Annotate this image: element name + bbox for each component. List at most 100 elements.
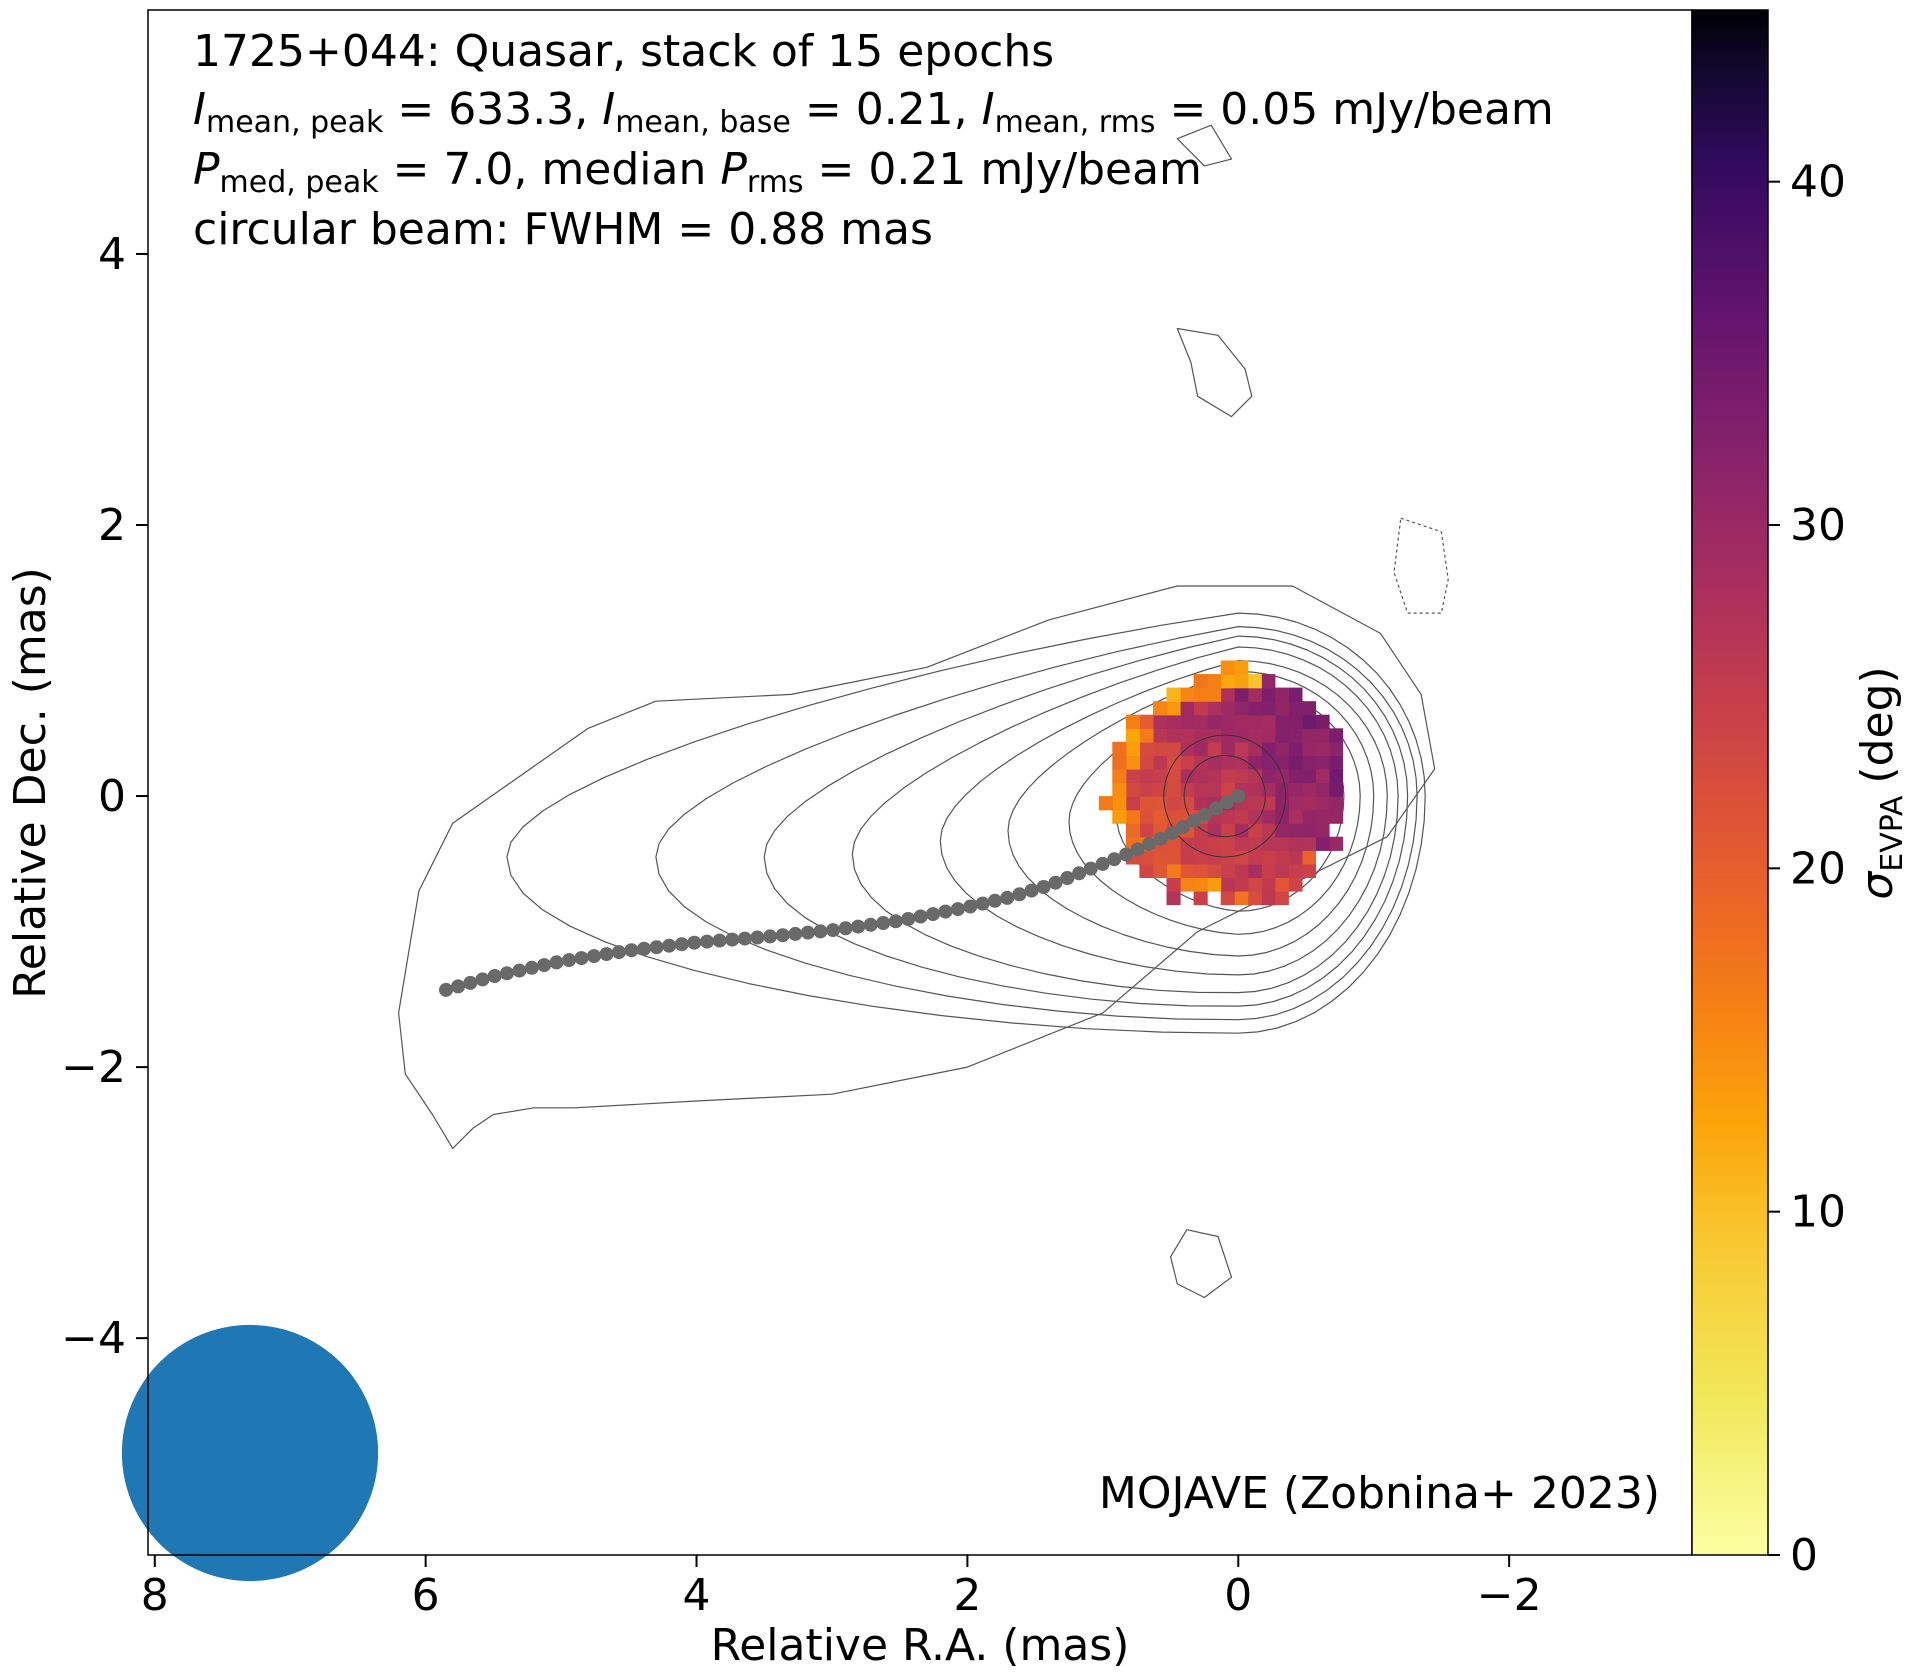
polarization-pixel bbox=[1180, 877, 1195, 892]
polarization-pixel bbox=[1247, 674, 1262, 689]
contour-line bbox=[851, 646, 1399, 994]
polarization-pixel bbox=[1153, 850, 1168, 865]
contour-line bbox=[1176, 124, 1233, 167]
contour-line bbox=[1393, 517, 1449, 614]
polarization-pixel bbox=[1125, 755, 1140, 770]
x-tick-label: 6 bbox=[412, 1570, 440, 1621]
polarization-pixel bbox=[1261, 890, 1276, 906]
polarization-pixel bbox=[1180, 796, 1195, 811]
polarization-pixel bbox=[1220, 877, 1235, 892]
polarization-pixel bbox=[1139, 823, 1154, 838]
ridge-point bbox=[826, 923, 840, 938]
ridge-point bbox=[512, 963, 527, 978]
ridge-point bbox=[1130, 842, 1145, 857]
polarization-pixel bbox=[1274, 714, 1289, 729]
polarization-pixel bbox=[1288, 701, 1303, 716]
ridge-point bbox=[439, 982, 453, 997]
polarization-pixel bbox=[1288, 741, 1303, 756]
ridge-point bbox=[1220, 795, 1235, 810]
polarization-pixel bbox=[1220, 782, 1235, 797]
polarization-pixel bbox=[1301, 863, 1316, 878]
polarization-pixel bbox=[1153, 741, 1168, 756]
ridge-point bbox=[574, 951, 589, 966]
polarization-pixel bbox=[1288, 863, 1303, 878]
polarization-pixel bbox=[1166, 701, 1181, 716]
polarization-pixel bbox=[1301, 796, 1316, 811]
polarization-pixel bbox=[1329, 755, 1344, 770]
polarization-pixel bbox=[1288, 796, 1303, 811]
polarization-pixel bbox=[1193, 714, 1208, 729]
colorbar bbox=[1691, 9, 1769, 1556]
ridge-point bbox=[1083, 861, 1098, 876]
x-axis-ticks: 8 6 4 2 0 −2 bbox=[141, 1555, 1542, 1621]
polarization-pixel bbox=[1166, 836, 1181, 851]
polarization-pixel bbox=[1153, 768, 1168, 784]
polarization-pixel bbox=[1247, 755, 1262, 770]
ridge-point bbox=[475, 972, 490, 987]
polarization-pixel bbox=[1234, 714, 1249, 729]
polarization-pixel bbox=[1125, 809, 1140, 824]
polarization-pixel bbox=[1180, 714, 1195, 729]
ridge-point bbox=[599, 947, 614, 962]
polarization-pixel bbox=[1315, 714, 1330, 729]
polarization-pixel bbox=[1139, 728, 1154, 743]
polarization-pixel bbox=[1288, 782, 1303, 797]
polarization-pixel bbox=[1112, 796, 1127, 811]
polarization-pixel bbox=[1207, 850, 1222, 865]
polarization-pixel bbox=[1193, 687, 1208, 702]
polarization-pixel bbox=[1274, 755, 1289, 770]
ridge-point bbox=[549, 955, 564, 970]
polarization-pixel bbox=[1315, 809, 1330, 824]
ridge-point bbox=[763, 929, 778, 944]
credit-label: MOJAVE (Zobnina+ 2023) bbox=[1098, 1468, 1660, 1519]
ridge-point bbox=[1187, 813, 1202, 828]
polarization-pixel bbox=[1234, 809, 1249, 824]
polarization-pixel bbox=[1193, 836, 1208, 851]
ridge-point bbox=[1048, 875, 1063, 890]
ridge-point bbox=[800, 925, 815, 940]
y-tick-label: −4 bbox=[61, 1313, 126, 1364]
polarization-pixel bbox=[1207, 836, 1222, 851]
polarization-pixel bbox=[1125, 768, 1140, 784]
polarization-pixel bbox=[1274, 796, 1289, 811]
polarization-pixel bbox=[1234, 741, 1249, 756]
ridge-point bbox=[674, 937, 689, 952]
polarization-pixel bbox=[1247, 728, 1262, 743]
polarization-pixel bbox=[1247, 890, 1262, 906]
polarization-pixel bbox=[1139, 809, 1154, 824]
polarization-pixel bbox=[1166, 877, 1181, 892]
polarization-pixel bbox=[1207, 863, 1222, 878]
polarization-pixel bbox=[1247, 782, 1262, 797]
polarization-pixel bbox=[1193, 877, 1208, 892]
polarization-pixel bbox=[1288, 809, 1303, 824]
polarization-pixel bbox=[1139, 741, 1154, 756]
ridge-point bbox=[637, 941, 652, 956]
polarization-pixel bbox=[1125, 796, 1140, 811]
polarization-pixel bbox=[1329, 836, 1344, 851]
ridge-point bbox=[487, 969, 502, 983]
polarization-pixel bbox=[1234, 660, 1249, 675]
polarization-pixel bbox=[1166, 890, 1181, 906]
ridge-point bbox=[1036, 880, 1051, 894]
ridge-point bbox=[1142, 837, 1157, 851]
polarization-pixel bbox=[1180, 863, 1195, 878]
ridge-point bbox=[451, 979, 466, 994]
restoring-beam bbox=[121, 1324, 379, 1582]
polarization-pixel bbox=[1180, 850, 1195, 865]
polarization-pixel bbox=[1153, 714, 1168, 729]
polarization-pixel bbox=[1125, 823, 1140, 838]
polarization-pixel bbox=[1220, 741, 1235, 756]
polarization-pixel bbox=[1220, 836, 1235, 851]
ridge-point bbox=[1072, 866, 1087, 881]
polarization-pixel bbox=[1301, 714, 1316, 729]
polarization-pixel bbox=[1274, 701, 1289, 716]
polarization-pixel bbox=[1234, 836, 1249, 851]
colorbar-tick-label: 30 bbox=[1790, 500, 1846, 551]
polarization-pixel-map bbox=[1098, 660, 1344, 906]
polarization-pixel bbox=[1193, 863, 1208, 878]
polarization-pixel bbox=[1234, 674, 1249, 689]
ridge-point bbox=[662, 938, 677, 953]
polarization-pixel bbox=[1234, 823, 1249, 838]
polarization-pixel bbox=[1329, 741, 1344, 756]
ridge-point bbox=[1176, 820, 1191, 834]
